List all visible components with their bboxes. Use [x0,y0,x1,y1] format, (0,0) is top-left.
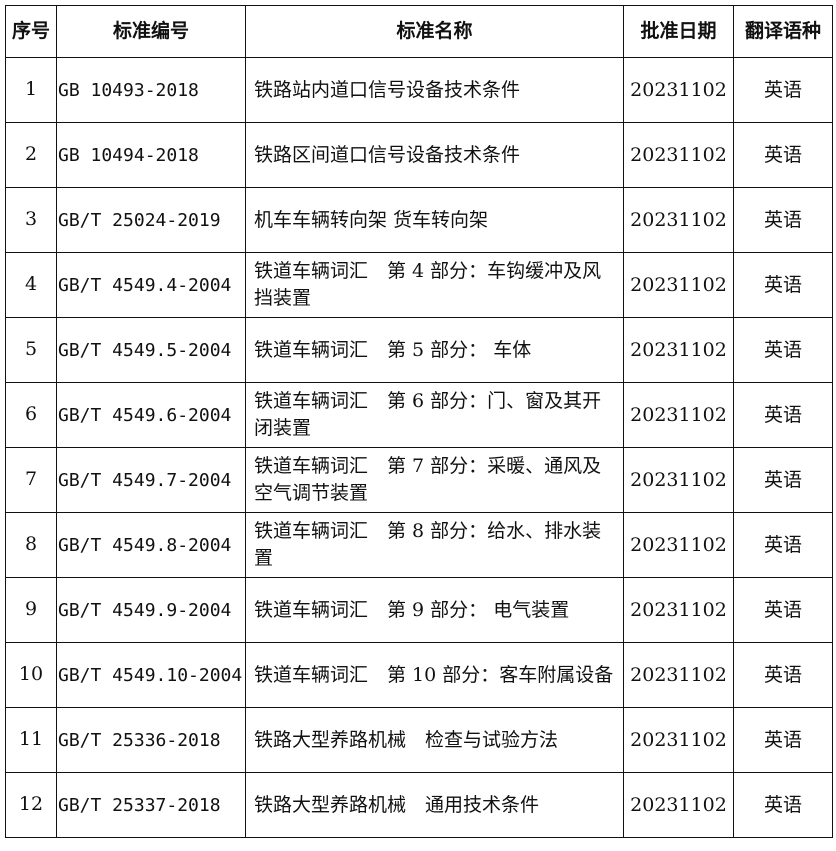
standard-code: GB/T 4549.10-2004 [56,642,246,708]
standard-name: 铁道车辆词汇 第 6 部分：门、窗及其开闭装置 [245,382,624,448]
table-row: 3 GB/T 25024-2019 机车车辆转向架 货车转向架 20231102 英语 [5,187,833,253]
header-date: 批准日期 [623,5,734,58]
standard-name: 铁路大型养路机械 通用技术条件 [245,772,624,838]
header-no: 序号 [5,5,57,58]
table-row: 4 GB/T 4549.4-2004 铁道车辆词汇 第 4 部分：车钩缓冲及风挡装置… [5,252,833,318]
standard-name: 铁道车辆词汇 第 9 部分： 电气装置 [245,577,624,643]
row-number: 8 [5,512,57,578]
table-row: 7 GB/T 4549.7-2004 铁道车辆词汇 第 7 部分：采暖、通风及空气调… [5,447,833,513]
row-number: 2 [5,122,57,188]
table-row: 12 GB/T 25337-2018 铁路大型养路机械 通用技术条件 20231102… [5,772,833,838]
row-number: 9 [5,577,57,643]
table-row: 10 GB/T 4549.10-2004 铁道车辆词汇 第 10 部分：客车附属设备… [5,642,833,708]
header-code: 标准编号 [56,5,246,58]
translation-language: 英语 [733,512,833,578]
table-row: 1 GB 10493-2018 铁路站内道口信号设备技术条件 20231102 英语 [5,57,833,123]
standard-code: GB/T 25024-2019 [56,187,246,253]
translation-language: 英语 [733,252,833,318]
approval-date: 20231102 [623,122,734,188]
row-number: 7 [5,447,57,513]
table-row: 11 GB/T 25336-2018 铁路大型养路机械 检查与试验方法 2023110… [5,707,833,773]
standard-code: GB/T 4549.8-2004 [56,512,246,578]
table-row: 9 GB/T 4549.9-2004 铁道车辆词汇 第 9 部分： 电气装置 2023… [5,577,833,643]
standard-code: GB/T 4549.6-2004 [56,382,246,448]
row-number: 6 [5,382,57,448]
translation-language: 英语 [733,642,833,708]
standard-name: 铁道车辆词汇 第 4 部分：车钩缓冲及风挡装置 [245,252,624,318]
translation-language: 英语 [733,57,833,123]
translation-language: 英语 [733,772,833,838]
translation-language: 英语 [733,707,833,773]
approval-date: 20231102 [623,252,734,318]
standard-code: GB 10493-2018 [56,57,246,123]
row-number: 3 [5,187,57,253]
header-row: 序号 标准编号 标准名称 批准日期 翻译语种 [5,5,833,58]
standard-code: GB/T 4549.4-2004 [56,252,246,318]
standard-code: GB/T 25336-2018 [56,707,246,773]
row-number: 5 [5,317,57,383]
approval-date: 20231102 [623,382,734,448]
translation-language: 英语 [733,577,833,643]
approval-date: 20231102 [623,707,734,773]
standard-name: 铁道车辆词汇 第 8 部分：给水、排水装置 [245,512,624,578]
approval-date: 20231102 [623,642,734,708]
approval-date: 20231102 [623,187,734,253]
standards-table: 序号 标准编号 标准名称 批准日期 翻译语种 1 GB 10493-2018 铁路站… [5,5,833,838]
table-row: 2 GB 10494-2018 铁路区间道口信号设备技术条件 20231102 英语 [5,122,833,188]
standard-code: GB/T 4549.7-2004 [56,447,246,513]
header-language: 翻译语种 [733,5,833,58]
table-row: 6 GB/T 4549.6-2004 铁道车辆词汇 第 6 部分：门、窗及其开闭装置… [5,382,833,448]
approval-date: 20231102 [623,317,734,383]
row-number: 10 [5,642,57,708]
standard-name: 铁道车辆词汇 第 10 部分：客车附属设备 [245,642,624,708]
standard-name: 铁道车辆词汇 第 5 部分： 车体 [245,317,624,383]
table-row: 8 GB/T 4549.8-2004 铁道车辆词汇 第 8 部分：给水、排水装置 20… [5,512,833,578]
standard-name: 铁路大型养路机械 检查与试验方法 [245,707,624,773]
approval-date: 20231102 [623,447,734,513]
row-number: 11 [5,707,57,773]
standard-code: GB/T 4549.9-2004 [56,577,246,643]
standard-code: GB 10494-2018 [56,122,246,188]
standard-code: GB/T 4549.5-2004 [56,317,246,383]
table-row: 5 GB/T 4549.5-2004 铁道车辆词汇 第 5 部分： 车体 202311… [5,317,833,383]
standard-name: 铁路站内道口信号设备技术条件 [245,57,624,123]
approval-date: 20231102 [623,772,734,838]
translation-language: 英语 [733,447,833,513]
row-number: 4 [5,252,57,318]
approval-date: 20231102 [623,577,734,643]
approval-date: 20231102 [623,57,734,123]
approval-date: 20231102 [623,512,734,578]
translation-language: 英语 [733,317,833,383]
row-number: 12 [5,772,57,838]
translation-language: 英语 [733,122,833,188]
standard-name: 铁道车辆词汇 第 7 部分：采暖、通风及空气调节装置 [245,447,624,513]
standard-name: 机车车辆转向架 货车转向架 [245,187,624,253]
standard-code: GB/T 25337-2018 [56,772,246,838]
translation-language: 英语 [733,382,833,448]
header-name: 标准名称 [245,5,624,58]
standard-name: 铁路区间道口信号设备技术条件 [245,122,624,188]
translation-language: 英语 [733,187,833,253]
row-number: 1 [5,57,57,123]
